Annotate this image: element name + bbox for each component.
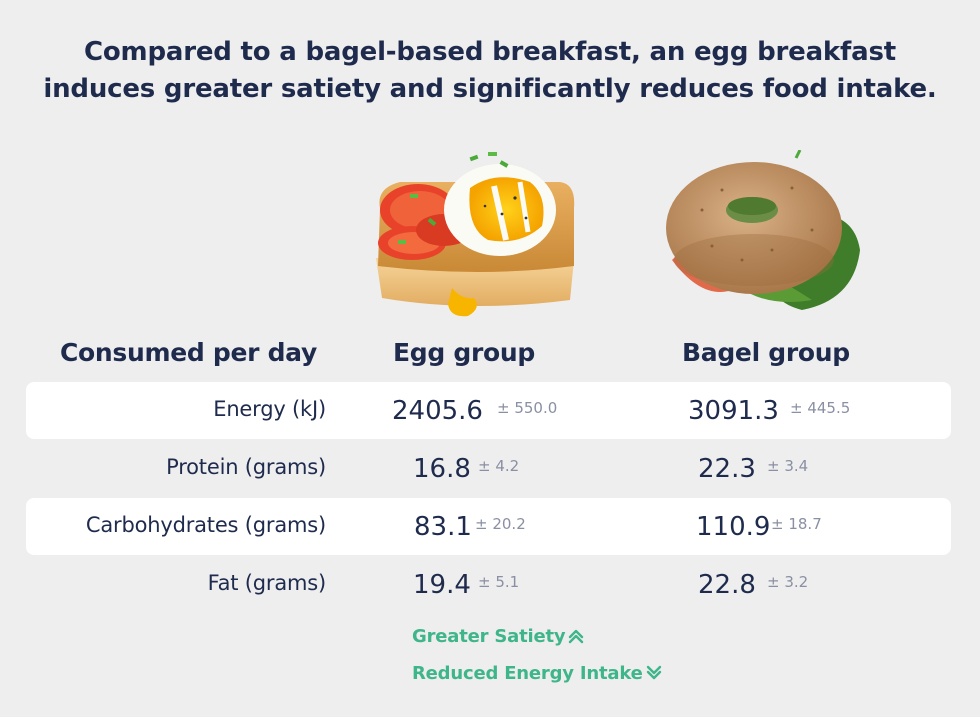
bagel-fat-value: 22.8 — [698, 570, 756, 600]
double-chevron-down-icon — [646, 665, 661, 680]
egg-fat-sd: ± 5.1 — [478, 573, 520, 591]
bagel-protein-value: 22.3 — [698, 454, 756, 484]
bagel-icon — [666, 150, 860, 310]
column-header-label: Consumed per day — [60, 338, 317, 367]
double-chevron-up-icon — [569, 629, 584, 644]
egg-energy-value: 2405.6 — [392, 396, 483, 426]
egg-fat-value: 19.4 — [413, 570, 471, 600]
bagel-carbohydrates-sd: ± 18.7 — [771, 515, 822, 533]
egg-energy-sd: ± 550.0 — [497, 399, 558, 417]
egg-toast-icon — [376, 152, 575, 317]
bagel-fat-sd: ± 3.2 — [767, 573, 809, 591]
title-line-1: Compared to a bagel-based breakfast, an … — [84, 37, 896, 67]
note-reduced-energy-intake-text: Reduced Energy Intake — [412, 663, 643, 684]
bagel-energy-sd: ± 445.5 — [790, 399, 851, 417]
row-label-fat: Fat (grams) — [207, 571, 327, 595]
egg-protein-value: 16.8 — [413, 454, 471, 484]
bagel-energy-value: 3091.3 — [688, 396, 779, 426]
row-label-energy: Energy (kJ) — [213, 397, 326, 421]
column-header-egg: Egg group — [393, 338, 535, 367]
note-greater-satiety-text: Greater Satiety — [412, 626, 566, 647]
note-reduced-energy-intake: Reduced Energy Intake — [412, 663, 663, 684]
row-band-carbohydrates — [26, 498, 951, 555]
page-title: Compared to a bagel-based breakfast, an … — [0, 34, 980, 108]
egg-carbohydrates-sd: ± 20.2 — [475, 515, 526, 533]
bagel-protein-sd: ± 3.4 — [767, 457, 809, 475]
row-label-carbohydrates: Carbohydrates (grams) — [85, 513, 326, 537]
egg-protein-sd: ± 4.2 — [478, 457, 520, 475]
bagel-carbohydrates-value: 110.9 — [696, 512, 771, 542]
egg-carbohydrates-value: 83.1 — [414, 512, 472, 542]
row-band-energy — [26, 382, 951, 439]
note-greater-satiety: Greater Satiety — [412, 626, 585, 647]
row-label-protein: Protein (grams) — [166, 455, 326, 479]
column-header-bagel: Bagel group — [682, 338, 850, 367]
title-line-2: induces greater satiety and significantl… — [43, 74, 937, 104]
